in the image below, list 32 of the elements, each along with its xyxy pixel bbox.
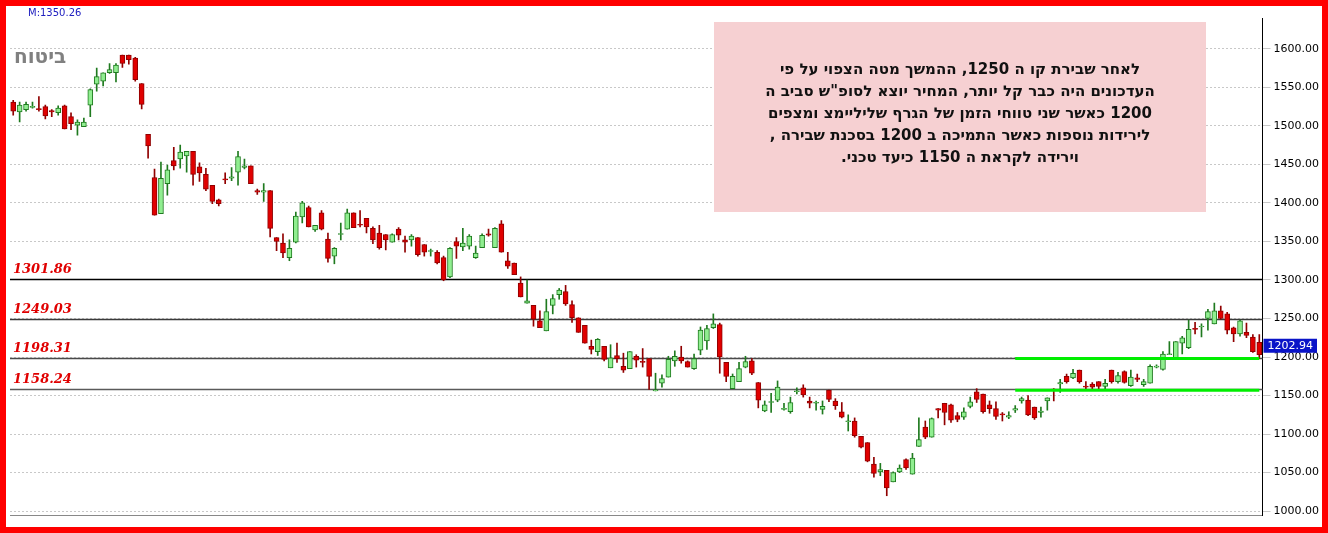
candlestick bbox=[524, 279, 530, 304]
y-tick-label: 1050.00 bbox=[1273, 465, 1320, 479]
y-tick-label: 1200.00 bbox=[1273, 349, 1320, 363]
candlestick bbox=[357, 210, 363, 228]
note-box: לאחר שבירת קו ה 1250, ההמשך מטה הצפוי על פי העדכונים היה כבר קל יותר, המחיר יוצא לסופ"ש סביב ה 1200 כאשר שני טווחי הזמן של הגרף שליליימצ ומצפים לירידות נוספות כאשר התמיכה ב 1200 בסכנת שבירה , וירידה לקראת ה 1150 כיעד טכני. bbox=[714, 22, 1206, 212]
text: 1202.94 bbox=[1267, 338, 1314, 352]
candlestick bbox=[1005, 411, 1012, 420]
y-tick-label: 1300.00 bbox=[1273, 272, 1320, 286]
y-tick-label: 1600.00 bbox=[1273, 41, 1320, 55]
candlestick bbox=[222, 172, 229, 184]
ref-line-label: 1301.86 bbox=[13, 261, 72, 277]
candlestick bbox=[845, 414, 852, 432]
candlestick bbox=[36, 96, 42, 112]
y-tick-label: 1100.00 bbox=[1273, 426, 1320, 440]
candlestick bbox=[1192, 322, 1198, 335]
y-tick-label: 1500.00 bbox=[1273, 118, 1320, 132]
y-tick-label: 1000.00 bbox=[1273, 504, 1320, 518]
y-tick-label: 1150.00 bbox=[1273, 388, 1320, 402]
y-tick-label: 1400.00 bbox=[1273, 195, 1320, 209]
candlestick bbox=[260, 183, 267, 202]
ref-line-label: 1249.03 bbox=[13, 301, 72, 317]
y-tick-label: 1350.00 bbox=[1273, 234, 1320, 248]
candlestick bbox=[813, 400, 819, 411]
text: M:1350.26 bbox=[28, 6, 82, 18]
ref-line-label: 1158.24 bbox=[13, 371, 72, 387]
candlestick bbox=[1083, 381, 1089, 389]
ref-line-label: 1198.31 bbox=[13, 340, 72, 356]
y-tick-label: 1450.00 bbox=[1273, 157, 1320, 171]
y-tick-label: 1550.00 bbox=[1273, 80, 1320, 94]
y-tick-label: 1250.00 bbox=[1273, 311, 1320, 325]
candlestick bbox=[614, 342, 620, 363]
text: ביטוח bbox=[14, 44, 67, 69]
